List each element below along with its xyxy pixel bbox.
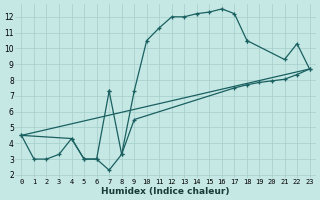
X-axis label: Humidex (Indice chaleur): Humidex (Indice chaleur): [101, 187, 230, 196]
